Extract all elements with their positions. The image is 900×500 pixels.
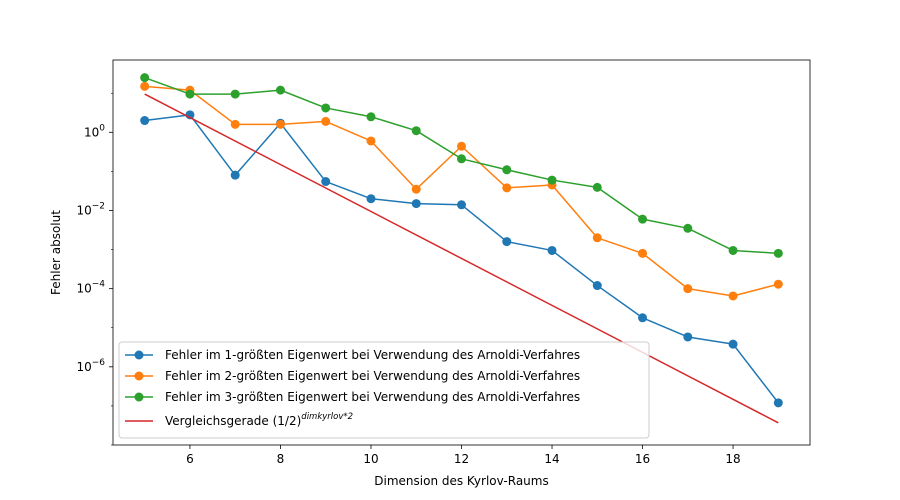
series-1-point xyxy=(592,281,602,291)
series-1-point xyxy=(411,199,421,209)
series-1-point xyxy=(457,200,466,210)
legend-label-series-2: Fehler im 2-größten Eigenwert bei Verwen… xyxy=(165,369,580,383)
x-tick-label: 16 xyxy=(635,452,650,466)
series-2-point xyxy=(321,116,331,126)
legend-box xyxy=(118,341,650,439)
x-tick-label: 18 xyxy=(725,452,740,466)
series-1-point xyxy=(230,170,240,180)
series-3-point xyxy=(547,175,557,185)
series-3-point xyxy=(140,73,150,83)
legend-label-series-1: Fehler im 1-größten Eigenwert bei Verwen… xyxy=(165,348,580,362)
series-3-point xyxy=(321,103,331,113)
series-3-point xyxy=(592,182,602,192)
series-3-point xyxy=(185,89,195,99)
series-2-point xyxy=(275,119,285,129)
x-tick-label: 14 xyxy=(544,452,559,466)
series-2-point xyxy=(457,141,466,151)
series-2-point xyxy=(140,81,150,91)
series-1-point xyxy=(683,332,693,342)
series-1-point xyxy=(366,194,376,204)
y-axis-ticks: 100 10−2 10−4 10−6 xyxy=(76,92,113,446)
series-1-point xyxy=(321,177,331,187)
series-2-point xyxy=(411,184,421,194)
legend-label-reference-exponent: dimkyrlov*2 xyxy=(301,412,353,422)
series-3-point xyxy=(683,223,693,233)
legend-label-reference: Vergleichsgerade (1/2)dimkyrlov*2 xyxy=(165,412,353,428)
series-1-point xyxy=(547,245,557,255)
y-axis-label: Fehler absolut xyxy=(49,210,63,295)
series-2-point xyxy=(773,279,783,289)
series-3-point xyxy=(411,126,421,136)
series-3-point xyxy=(230,89,240,99)
series-layer xyxy=(140,73,783,424)
x-tick-label: 12 xyxy=(454,452,469,466)
x-tick-label: 6 xyxy=(186,452,194,466)
series-2-point xyxy=(592,233,602,243)
series-1-point xyxy=(773,398,783,408)
legend-marker-series-3 xyxy=(134,392,144,402)
y-tick-label: 100 xyxy=(84,123,105,139)
series-3-point xyxy=(502,165,512,175)
series-1-point xyxy=(140,116,150,126)
series-2-point xyxy=(366,136,376,146)
series-3-point xyxy=(773,248,783,258)
series-1-point xyxy=(728,339,738,349)
series-1-point xyxy=(638,313,648,323)
y-tick-label: 10−4 xyxy=(76,280,105,296)
legend-label-reference-main: Vergleichsgerade (1/2) xyxy=(165,414,301,428)
series-2-point xyxy=(683,284,693,294)
y-tick-label: 10−2 xyxy=(76,201,105,217)
legend-marker-series-2 xyxy=(134,371,144,381)
legend-label-series-3: Fehler im 3-größten Eigenwert bei Verwen… xyxy=(165,390,580,404)
series-3-point xyxy=(275,85,285,95)
series-2-point xyxy=(230,119,240,129)
x-axis-label: Dimension des Kyrlov-Raums xyxy=(374,474,548,488)
x-axis-ticks: 6 8 10 12 14 16 18 xyxy=(186,445,741,466)
series-3-point xyxy=(457,154,466,164)
legend-marker-series-1 xyxy=(134,350,144,360)
series-2-point xyxy=(728,291,738,301)
series-3-point xyxy=(728,245,738,255)
series-3-point xyxy=(366,112,376,122)
y-tick-label: 10−6 xyxy=(76,358,105,374)
x-tick-label: 10 xyxy=(363,452,378,466)
series-4-line xyxy=(144,93,779,424)
series-2-point xyxy=(638,248,648,258)
legend: Fehler im 1-größten Eigenwert bei Verwen… xyxy=(118,341,650,439)
series-1-point xyxy=(502,237,512,247)
series-3-point xyxy=(638,214,648,224)
x-tick-label: 8 xyxy=(277,452,285,466)
series-2-point xyxy=(502,183,512,193)
